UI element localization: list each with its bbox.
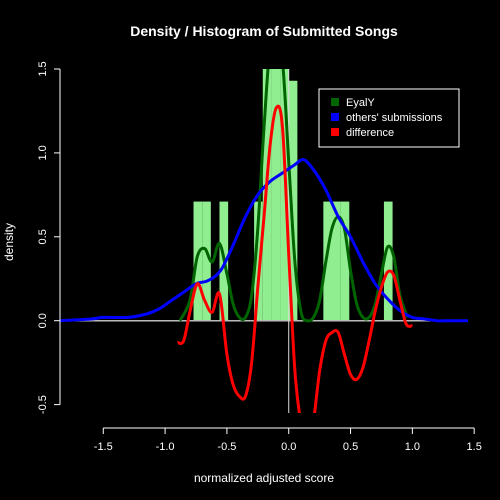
x-tick-label-0: -1.5	[94, 441, 113, 453]
x-axis-label: normalized adjusted score	[194, 471, 334, 485]
x-tick-label-5: 1.0	[405, 441, 420, 453]
legend-label-0: EyalY	[346, 97, 375, 109]
legend-swatch-1	[331, 113, 339, 121]
legend-label-2: difference	[346, 127, 394, 139]
y-tick-label-1: 0.0	[37, 313, 49, 328]
y-axis-label: density	[2, 223, 16, 261]
eyaly-density-line	[178, 69, 409, 323]
histogram-bar-11	[383, 201, 393, 321]
legend-swatch-2	[331, 128, 339, 136]
x-tick-label-3: 0.0	[281, 441, 296, 453]
x-tick-label-1: -1.0	[156, 441, 175, 453]
legend: EyalY others' submissions difference	[318, 88, 460, 148]
difference-line	[177, 104, 413, 413]
y-tick-label-2: 0.5	[37, 229, 49, 244]
legend-box	[318, 88, 460, 148]
histogram-bar-5	[271, 69, 281, 321]
histogram-bar-0	[193, 201, 203, 321]
y-tick-label-4: 1.5	[37, 61, 49, 76]
legend-label-1: others' submissions	[346, 112, 443, 124]
histogram-bar-7	[288, 80, 298, 321]
axes: -1.5 -1.0 -0.5 0.0 0.5 1.0 1.5 -0.5 0.0 0.5 1.0 1.5	[37, 61, 482, 453]
plot-content	[60, 69, 468, 413]
histogram-bar-1	[202, 201, 211, 321]
histogram-bar-6	[280, 69, 289, 321]
x-tick-label-2: -0.5	[217, 441, 236, 453]
legend-swatch-0	[331, 98, 339, 106]
histogram-bar-8	[323, 201, 332, 321]
y-tick-label-3: 1.0	[37, 145, 49, 160]
histogram-bar-10	[340, 201, 350, 321]
histogram-bar-3	[254, 201, 263, 321]
x-tick-label-4: 0.5	[343, 441, 358, 453]
chart-title: Density / Histogram of Submitted Songs	[130, 23, 398, 39]
y-tick-label-0: -0.5	[37, 395, 49, 414]
x-tick-label-6: 1.5	[467, 441, 482, 453]
plot-area	[60, 69, 468, 413]
others-density-line	[60, 158, 468, 323]
histogram-bar-9	[332, 201, 341, 321]
